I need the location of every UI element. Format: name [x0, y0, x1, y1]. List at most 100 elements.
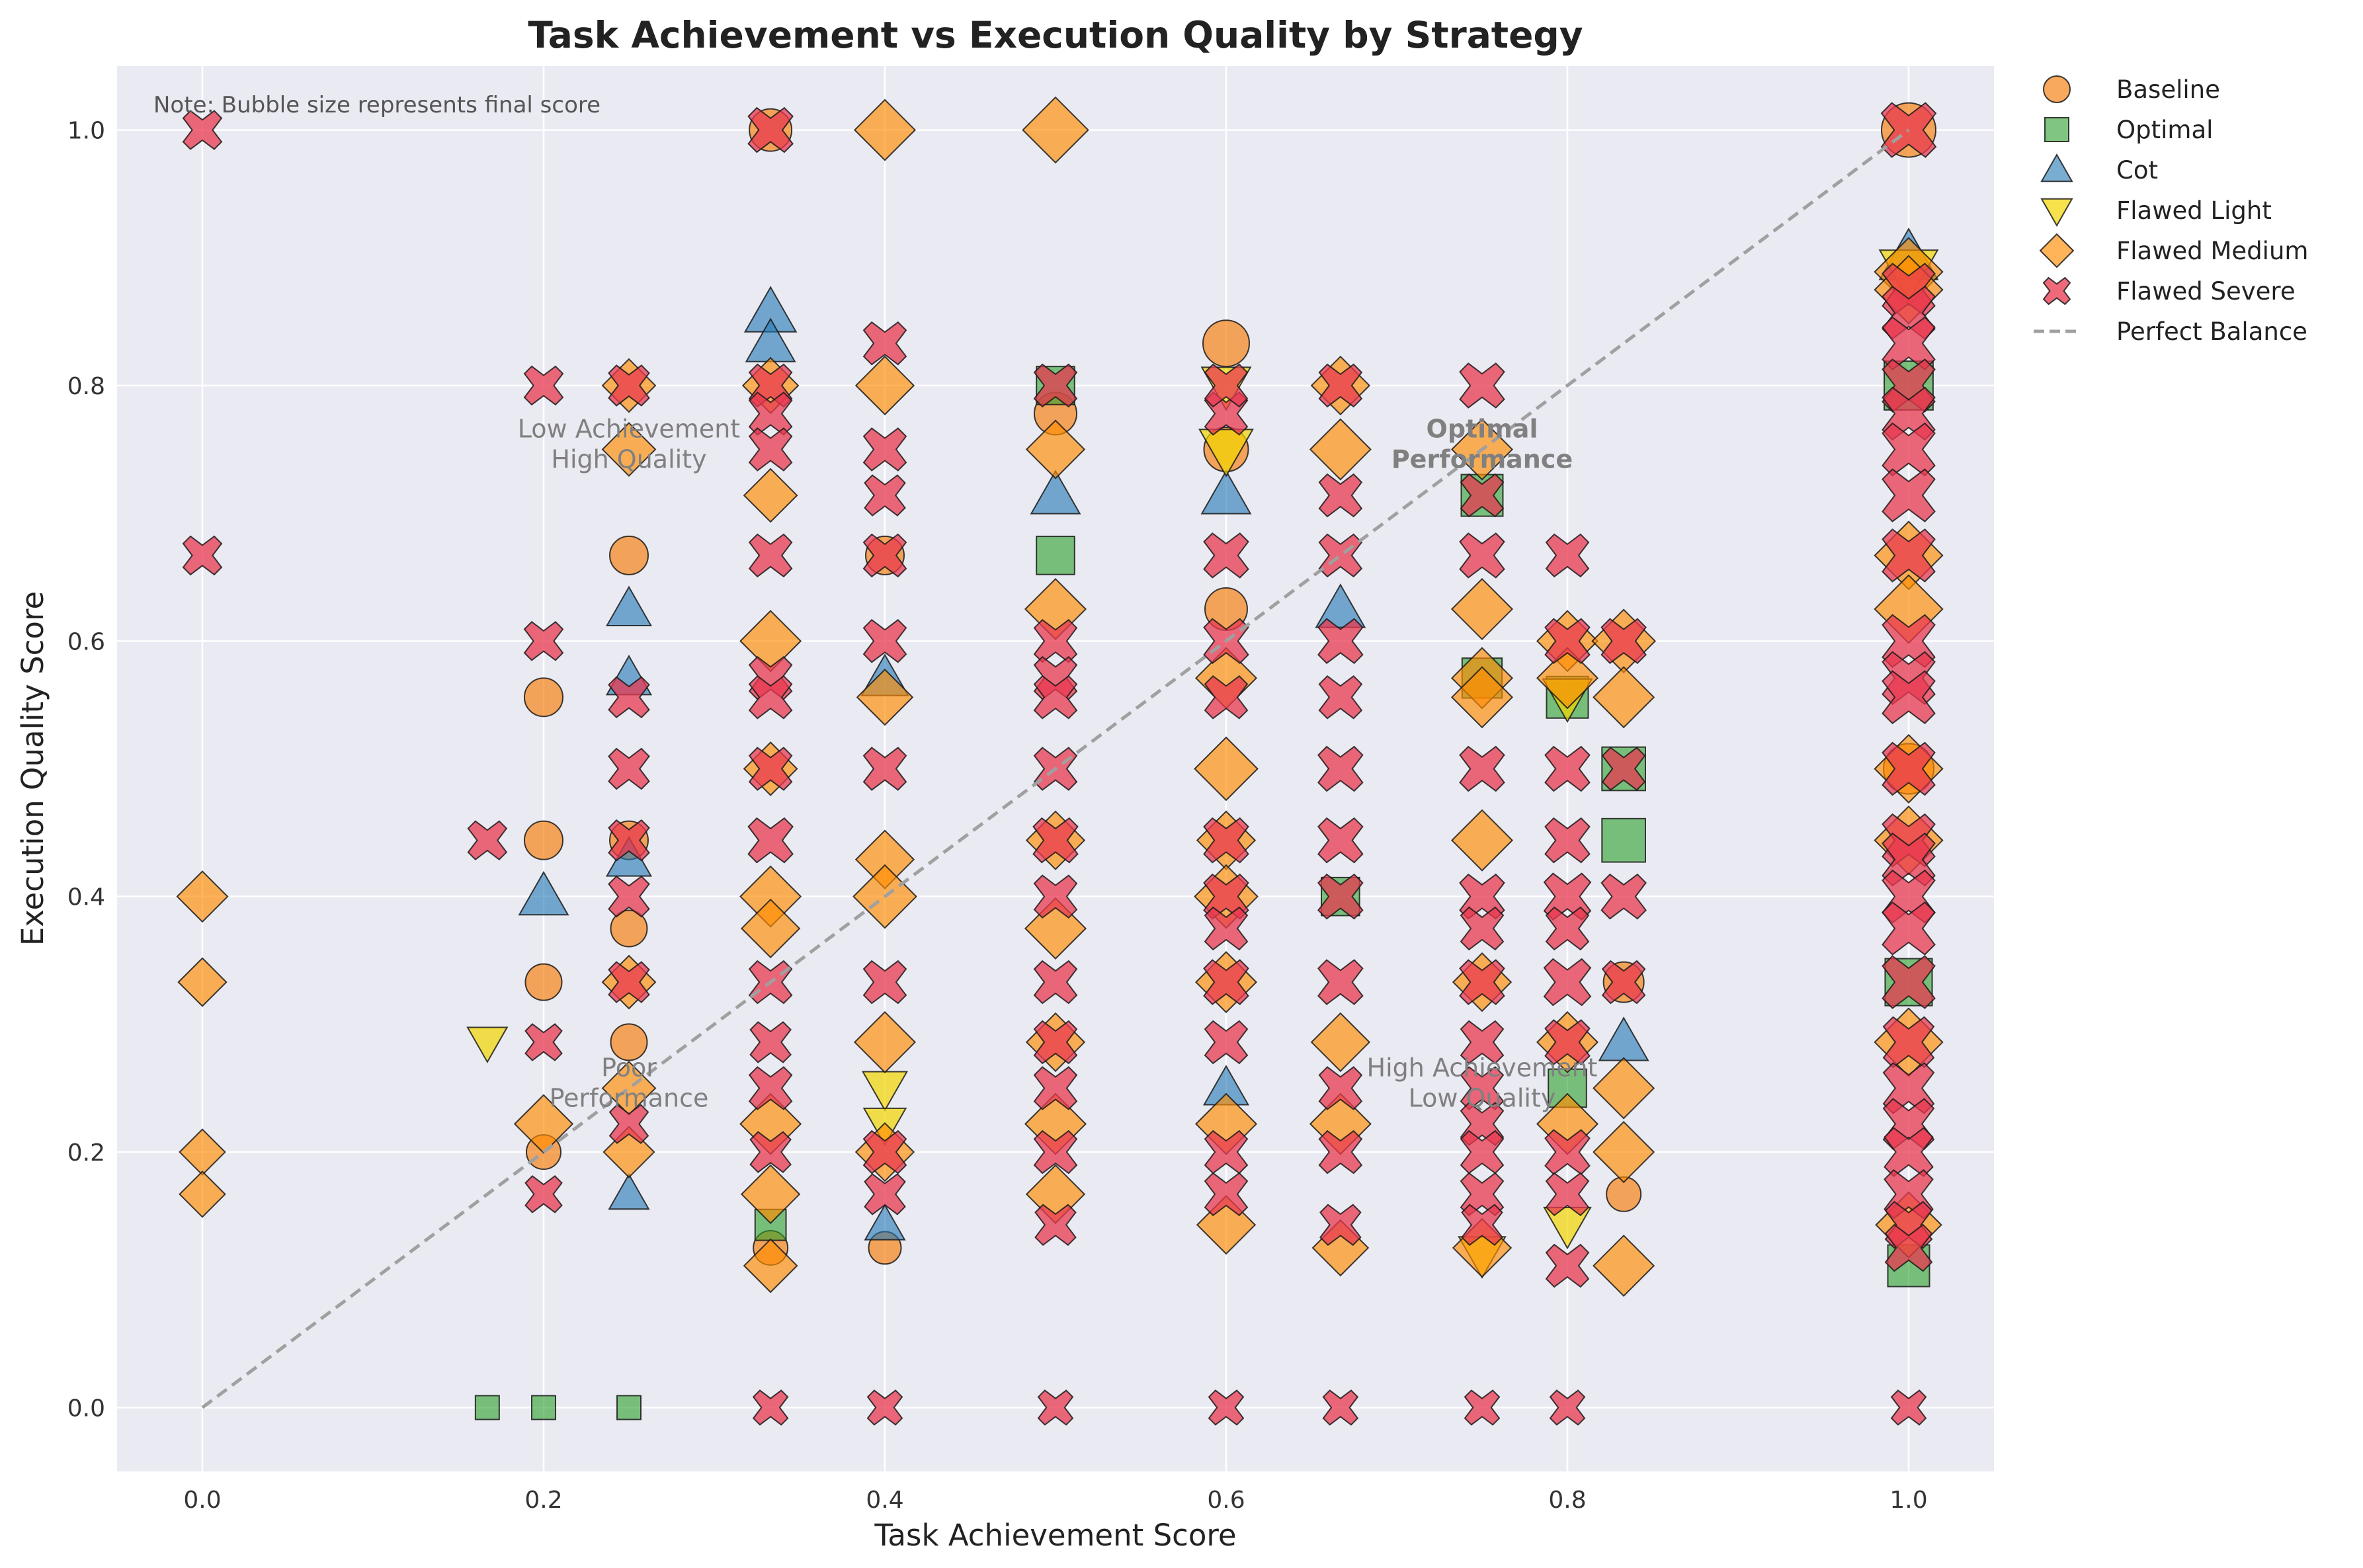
annotation-line: High Achievement: [1367, 1053, 1598, 1082]
flawed-severe-point: [1203, 817, 1249, 864]
flawed-severe-point: [752, 1389, 789, 1426]
flawed-severe-point: [1318, 1130, 1363, 1175]
legend-label-cot: Cot: [2116, 156, 2158, 185]
flawed-severe-point: [1204, 1172, 1249, 1217]
legend-label-perfect-balance: Perfect Balance: [2116, 317, 2307, 346]
flawed-severe-point: [1882, 528, 1936, 583]
x-tick-label: 0.6: [1207, 1487, 1245, 1514]
flawed-severe-point: [748, 427, 793, 472]
flawed-severe-point: [523, 620, 564, 661]
flawed-medium-point: [1309, 418, 1372, 481]
legend-label-flawed-severe: Flawed Severe: [2116, 277, 2296, 306]
x-tick-label: 1.0: [1889, 1487, 1927, 1514]
flawed-severe-point: [182, 110, 223, 150]
y-tick-label: 0.2: [67, 1139, 105, 1167]
flawed-medium-point: [1450, 666, 1514, 729]
flawed-severe-point: [749, 1131, 792, 1173]
flawed-medium-point: [179, 1171, 226, 1218]
quadrant-annotation: Optimal Performance: [1391, 415, 1573, 474]
flawed-severe-point: [608, 364, 650, 407]
y-tick-label: 0.4: [67, 884, 105, 911]
baseline-point: [610, 1023, 648, 1061]
flawed-severe-point: [608, 747, 650, 790]
quadrant-annotations: Low Achievement High Quality Optimal Perfor…: [518, 415, 1598, 1113]
flawed-severe-point: [1460, 473, 1505, 518]
size-note: Note: Bubble size represents final score: [153, 92, 601, 118]
flawed-medium-point: [177, 957, 228, 1007]
flawed-medium-point: [1593, 1121, 1655, 1184]
chart-title: Task Achievement vs Execution Quality by…: [528, 14, 1583, 56]
flawed-severe-point: [1037, 1389, 1074, 1426]
flawed-medium-point: [853, 1011, 917, 1073]
flawed-severe-point: [524, 1023, 563, 1061]
optimal-point: [474, 1395, 500, 1421]
flawed-medium-point: [1194, 736, 1259, 802]
flawed-severe-point: [864, 1173, 906, 1216]
y-axis-label: Execution Quality Score: [15, 591, 50, 946]
flawed-severe-point: [608, 676, 650, 719]
flawed-severe-point: [1204, 1020, 1249, 1065]
flawed-severe-point: [1204, 363, 1249, 408]
baseline-point: [609, 535, 649, 575]
y-tick-label: 0.0: [67, 1395, 105, 1422]
flawed-severe-point: [748, 533, 793, 578]
legend-marker-optimal: [2044, 117, 2069, 142]
cot-point: [518, 870, 569, 916]
flawed-severe-point: [1208, 1389, 1245, 1426]
x-tick-label: 0.0: [183, 1487, 221, 1514]
cot-point: [1315, 583, 1366, 628]
flawed-light-point: [466, 1026, 509, 1063]
baseline-point: [524, 677, 563, 718]
legend-marker-flawed-severe: [2042, 276, 2071, 306]
flawed-severe-point: [1204, 906, 1249, 951]
flawed-severe-point: [1460, 1020, 1505, 1065]
flawed-severe-point: [1545, 533, 1590, 578]
flawed-severe-point: [748, 675, 793, 720]
flawed-severe-point: [1318, 363, 1363, 408]
legend-label-flawed-light: Flawed Light: [2116, 196, 2272, 225]
annotation-line: Optimal: [1427, 415, 1538, 444]
flawed-severe-point: [1880, 102, 1937, 158]
flawed-severe-point: [1203, 959, 1249, 1005]
data-points: [176, 96, 1944, 1426]
cot-point: [608, 1173, 650, 1210]
flawed-severe-point: [862, 618, 907, 663]
flawed-medium-point: [1593, 1057, 1655, 1120]
y-axis-ticks: 0.0 0.2 0.4 0.6 0.8 1.0: [67, 118, 105, 1423]
flawed-severe-point: [1600, 618, 1647, 665]
flawed-severe-point: [523, 365, 564, 406]
flawed-severe-point: [1884, 1223, 1933, 1272]
optimal-point: [531, 1395, 556, 1421]
annotation-line: Low Achievement: [518, 415, 740, 444]
flawed-medium-point: [1450, 577, 1514, 641]
cot-point: [864, 1204, 906, 1241]
baseline-point: [524, 963, 563, 1001]
flawed-severe-point: [1544, 817, 1591, 864]
flawed-severe-point: [1317, 873, 1364, 920]
flawed-severe-point: [1544, 618, 1591, 665]
flawed-severe-point: [1600, 873, 1647, 920]
flawed-severe-point: [1322, 1389, 1359, 1426]
flawed-severe-point: [1033, 1130, 1078, 1175]
flawed-light-point: [1543, 1206, 1592, 1250]
flawed-severe-point: [1601, 747, 1646, 791]
flawed-medium-point: [1025, 419, 1086, 479]
flawed-severe-point: [1459, 532, 1505, 579]
flawed-severe-point: [1544, 745, 1591, 792]
flawed-severe-point: [1033, 675, 1078, 720]
cot-point: [605, 585, 653, 627]
flawed-severe-point: [748, 1066, 793, 1110]
flawed-severe-point: [1317, 618, 1364, 665]
annotation-line: High Quality: [551, 445, 706, 474]
flawed-severe-point: [1317, 817, 1364, 864]
perfect-balance-line: [201, 128, 1910, 1409]
flawed-severe-point: [1032, 817, 1079, 864]
flawed-severe-point: [1033, 1020, 1078, 1065]
annotation-line: Low Quality: [1409, 1083, 1556, 1112]
flawed-severe-point: [866, 1389, 903, 1426]
flawed-severe-point: [862, 427, 907, 472]
flawed-medium-point: [513, 1094, 574, 1154]
flawed-severe-point: [1319, 1204, 1362, 1246]
flawed-severe-point: [467, 820, 508, 861]
